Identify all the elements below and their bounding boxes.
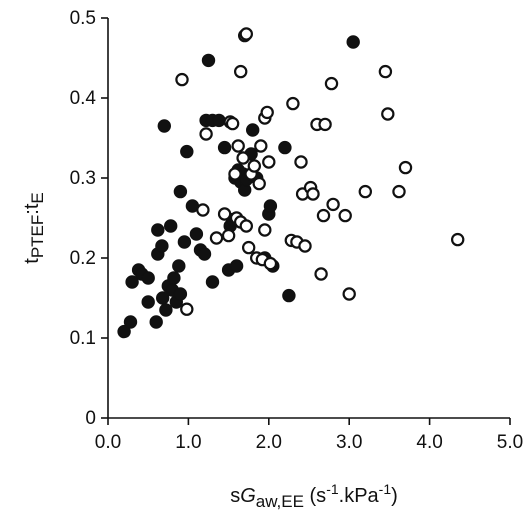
data-point-filled	[164, 219, 178, 233]
x-tick-label: 4.0	[416, 432, 442, 453]
y-axis-title-sep: :t	[21, 203, 43, 215]
data-point-open	[239, 27, 253, 41]
y-tick-label: 0.2	[70, 248, 96, 269]
data-point-open	[286, 96, 300, 111]
data-point-open	[306, 187, 320, 201]
data-point-open	[225, 116, 240, 131]
data-point-open	[196, 203, 210, 217]
x-axis-title-s: s	[230, 485, 240, 507]
data-point-filled	[151, 223, 165, 237]
data-point-open	[262, 155, 276, 169]
data-point-open	[263, 256, 278, 271]
y-axis-title-main: t	[21, 258, 43, 264]
data-point-open	[260, 105, 274, 120]
data-point-open	[316, 208, 331, 223]
y-tick-label: 0.1	[70, 328, 96, 349]
data-point-open	[258, 223, 272, 237]
x-tick-label: 3.0	[336, 432, 362, 453]
data-point-filled	[246, 123, 260, 137]
x-axis-title-unit-suffix: )	[391, 485, 398, 507]
y-tick-label: 0.3	[70, 168, 96, 189]
data-point-open	[233, 64, 248, 79]
x-axis-title-subscript: aw,EE	[256, 492, 304, 511]
data-point-filled	[346, 35, 360, 49]
data-point-open	[254, 139, 268, 153]
y-axis-title-sub1: PTEF	[28, 215, 47, 258]
data-point-filled	[157, 119, 172, 133]
x-axis-title-unit-mid: .kPa	[339, 485, 380, 507]
x-tick-label: 0.0	[95, 432, 121, 453]
data-point-filled	[177, 235, 192, 249]
data-point-open	[314, 267, 328, 281]
data-point-filled	[197, 247, 212, 261]
data-point-open	[381, 107, 395, 121]
y-ticks: 0 0.1 0.2 0.3 0.4 0.5	[70, 8, 108, 429]
data-point-open	[247, 159, 261, 173]
data-point-open	[338, 208, 352, 223]
data-point-open	[392, 184, 406, 199]
data-point-open	[342, 287, 356, 301]
data-point-open	[228, 167, 242, 181]
x-axis-title-main: G	[240, 485, 256, 507]
data-point-filled	[167, 271, 181, 285]
data-point-open	[451, 232, 465, 247]
data-points	[117, 27, 465, 339]
data-point-filled	[123, 315, 138, 329]
x-tick-label: 2.0	[256, 432, 282, 453]
data-point-open	[236, 151, 250, 165]
x-axis-title-exp1: -1	[326, 481, 339, 497]
data-point-filled	[263, 199, 278, 213]
y-tick-label: 0	[85, 408, 96, 429]
x-tick-label: 5.0	[497, 432, 523, 453]
data-point-filled	[159, 303, 173, 317]
data-point-filled	[141, 271, 155, 285]
data-point-open	[217, 207, 232, 221]
data-point-open	[221, 228, 236, 243]
data-point-filled	[149, 315, 163, 329]
data-point-filled	[229, 259, 244, 273]
data-point-filled	[205, 275, 220, 289]
data-point-open	[241, 240, 256, 255]
data-point-open	[231, 139, 245, 153]
data-point-filled	[201, 53, 216, 68]
data-point-open	[209, 231, 224, 245]
y-tick-label: 0.4	[70, 88, 97, 109]
y-axis-title-sub2: E	[28, 192, 47, 203]
data-point-open	[252, 176, 266, 191]
data-point-open	[199, 127, 213, 141]
data-point-filled	[125, 275, 139, 289]
data-point-open	[180, 302, 194, 316]
data-point-open	[318, 117, 332, 132]
data-point-filled	[141, 295, 155, 309]
x-ticks: 0.0 1.0 2.0 3.0 4.0 5.0	[95, 418, 523, 453]
data-point-filled	[172, 259, 186, 273]
x-axis-title: sGaw,EE (s-1.kPa-1)	[230, 481, 398, 511]
data-point-open	[324, 76, 339, 91]
data-point-filled	[217, 140, 232, 155]
x-axis-title-exp2: -1	[379, 481, 392, 497]
data-point-open	[175, 72, 189, 87]
data-point-filled	[117, 324, 131, 339]
data-point-filled	[180, 144, 194, 159]
data-point-filled	[278, 140, 292, 155]
data-point-open	[239, 219, 253, 233]
data-point-filled	[173, 287, 188, 301]
y-axis-title: tPTEF:tE	[21, 192, 47, 263]
data-point-open	[378, 64, 393, 79]
data-point-open	[358, 184, 372, 199]
x-axis-title-unit-prefix: (s	[304, 485, 326, 507]
data-point-open	[298, 239, 312, 253]
data-point-filled	[212, 113, 226, 128]
data-point-open	[294, 155, 308, 169]
x-tick-label: 1.0	[175, 432, 201, 453]
data-point-filled	[189, 227, 204, 241]
y-tick-label: 0.5	[70, 8, 96, 29]
data-point-filled	[282, 288, 296, 303]
data-point-open	[326, 197, 340, 212]
data-point-open	[398, 160, 413, 175]
data-point-filled	[155, 239, 169, 253]
data-point-filled	[173, 184, 188, 199]
